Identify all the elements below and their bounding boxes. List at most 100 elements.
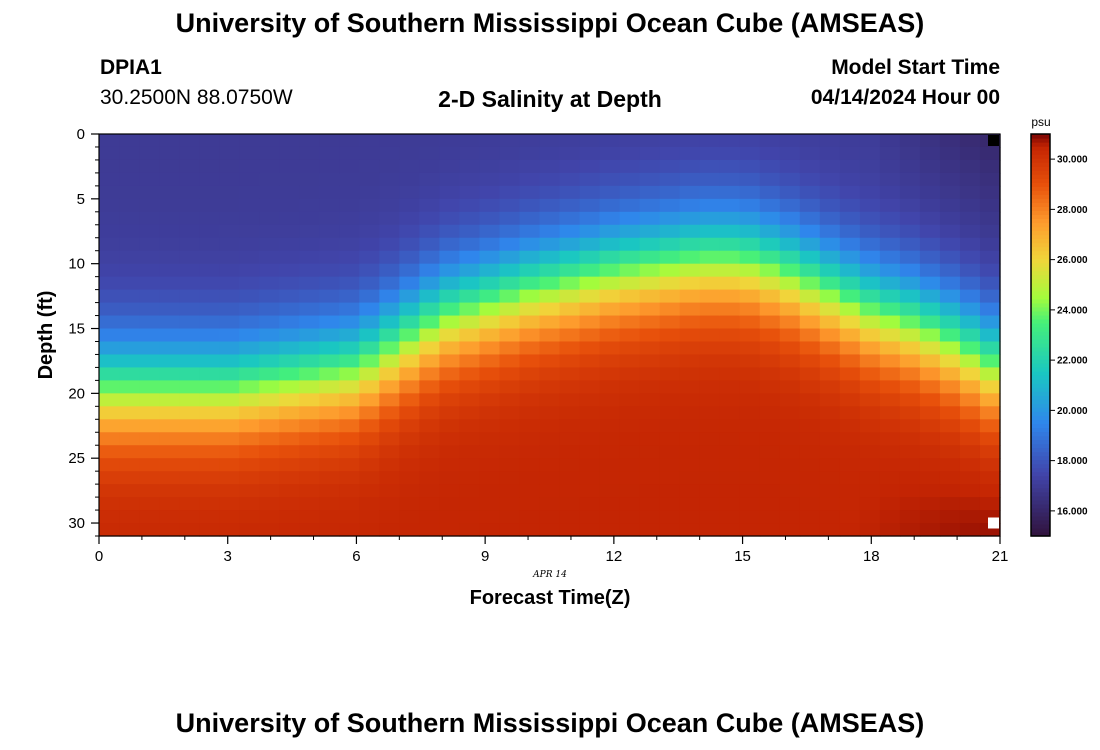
heatmap-cell [899,134,921,148]
heatmap-cell [659,354,681,369]
heatmap-cell [259,237,280,252]
heatmap-cell [519,198,541,213]
heatmap-cell [719,341,741,356]
heatmap-cell [279,406,300,420]
heatmap-cell [839,367,861,381]
heatmap-cell [879,159,901,174]
heatmap-cell [279,302,300,317]
heatmap-cell [859,380,881,394]
heatmap-cell [639,315,661,330]
heatmap-cell [919,497,941,511]
heatmap-cell [299,328,320,343]
heatmap-cell [799,380,821,394]
heatmap-cell [199,134,220,148]
heatmap-cell [439,497,460,511]
heatmap-cell [499,134,521,148]
colorbar-segment [1031,322,1050,328]
heatmap-cell [459,380,481,394]
heatmap-cell [359,523,380,537]
heatmap-cell [219,471,240,485]
colorbar-segment [1031,198,1050,203]
heatmap-cell [699,211,721,226]
heatmap-cell [759,393,781,407]
heatmap-cell [539,497,561,511]
heatmap-cell [259,497,280,511]
heatmap-cell [619,146,641,161]
heatmap-cell [819,432,841,446]
colorbar-segment [1031,463,1050,469]
heatmap-cell [979,471,1001,485]
colorbar-segment [1031,138,1050,143]
heatmap-cell [759,211,781,226]
heatmap-cell [539,328,561,343]
heatmap-cell [879,185,901,200]
heatmap-cell [919,146,941,161]
heatmap-cell [459,224,481,239]
heatmap-cell [459,289,481,304]
heatmap-cell [539,419,561,433]
heatmap-cell [839,406,861,420]
heatmap-cell [779,380,801,394]
heatmap-cell [539,302,561,317]
heatmap-cell [159,250,180,265]
heatmap-cell [819,445,841,459]
heatmap-cell [619,185,641,200]
heatmap-cell [319,523,340,537]
heatmap-cell [979,302,1001,317]
heatmap-cell [279,484,300,498]
heatmap-cell [259,432,280,446]
heatmap-cell [839,419,861,433]
colorbar-segment [1031,178,1050,183]
heatmap-cell [319,315,340,330]
heatmap-cell [339,185,360,200]
heatmap-cell [799,406,821,420]
heatmap-cell [239,367,260,381]
heatmap-cell [439,484,460,498]
heatmap-cell [479,263,501,278]
heatmap-cell [299,341,320,356]
colorbar-segment [1031,439,1050,445]
heatmap-cell [339,354,360,369]
heatmap-cell [419,341,440,356]
heatmap-cell [739,497,761,511]
heatmap-cell [919,393,941,407]
colorbar-segment [1031,254,1050,260]
heatmap-cell [159,237,180,252]
heatmap-cell [659,419,681,433]
heatmap-cell [599,159,621,174]
heatmap-cell [679,419,701,433]
heatmap-cell [339,250,360,265]
heatmap-cell [499,276,521,291]
heatmap-cell [899,367,921,381]
heatmap-cell [839,211,861,226]
heatmap-cell [399,445,420,459]
heatmap-cell [119,367,140,381]
heatmap-cell [199,146,220,161]
heatmap-cell [439,250,460,265]
heatmap-cell [739,406,761,420]
heatmap-cell [859,523,881,537]
heatmap-cell [499,419,521,433]
heatmap-cell [439,224,460,239]
heatmap-cell [479,419,501,433]
heatmap-cell [299,146,320,161]
heatmap-cell [899,315,921,330]
heatmap-cell [299,159,320,174]
heatmap-cell [219,497,240,511]
heatmap-cell [359,458,380,472]
heatmap-cell [179,185,200,200]
heatmap-cell [379,523,400,537]
heatmap-cell [139,380,160,394]
heatmap-cell [439,146,460,161]
heatmap-cell [119,172,140,187]
heatmap-cell [859,341,881,356]
heatmap-cell [379,211,400,226]
heatmap-cell [339,211,360,226]
heatmap-cell [659,328,681,343]
heatmap-cell [559,185,581,200]
heatmap-cell [459,432,481,446]
heatmap-cell [919,159,941,174]
heatmap-cell [959,432,981,446]
heatmap-cell [399,510,420,524]
heatmap-cell [799,367,821,381]
